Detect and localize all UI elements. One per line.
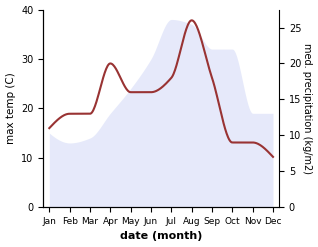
- Y-axis label: max temp (C): max temp (C): [5, 72, 16, 144]
- X-axis label: date (month): date (month): [120, 231, 202, 242]
- Y-axis label: med. precipitation (kg/m2): med. precipitation (kg/m2): [302, 43, 313, 174]
